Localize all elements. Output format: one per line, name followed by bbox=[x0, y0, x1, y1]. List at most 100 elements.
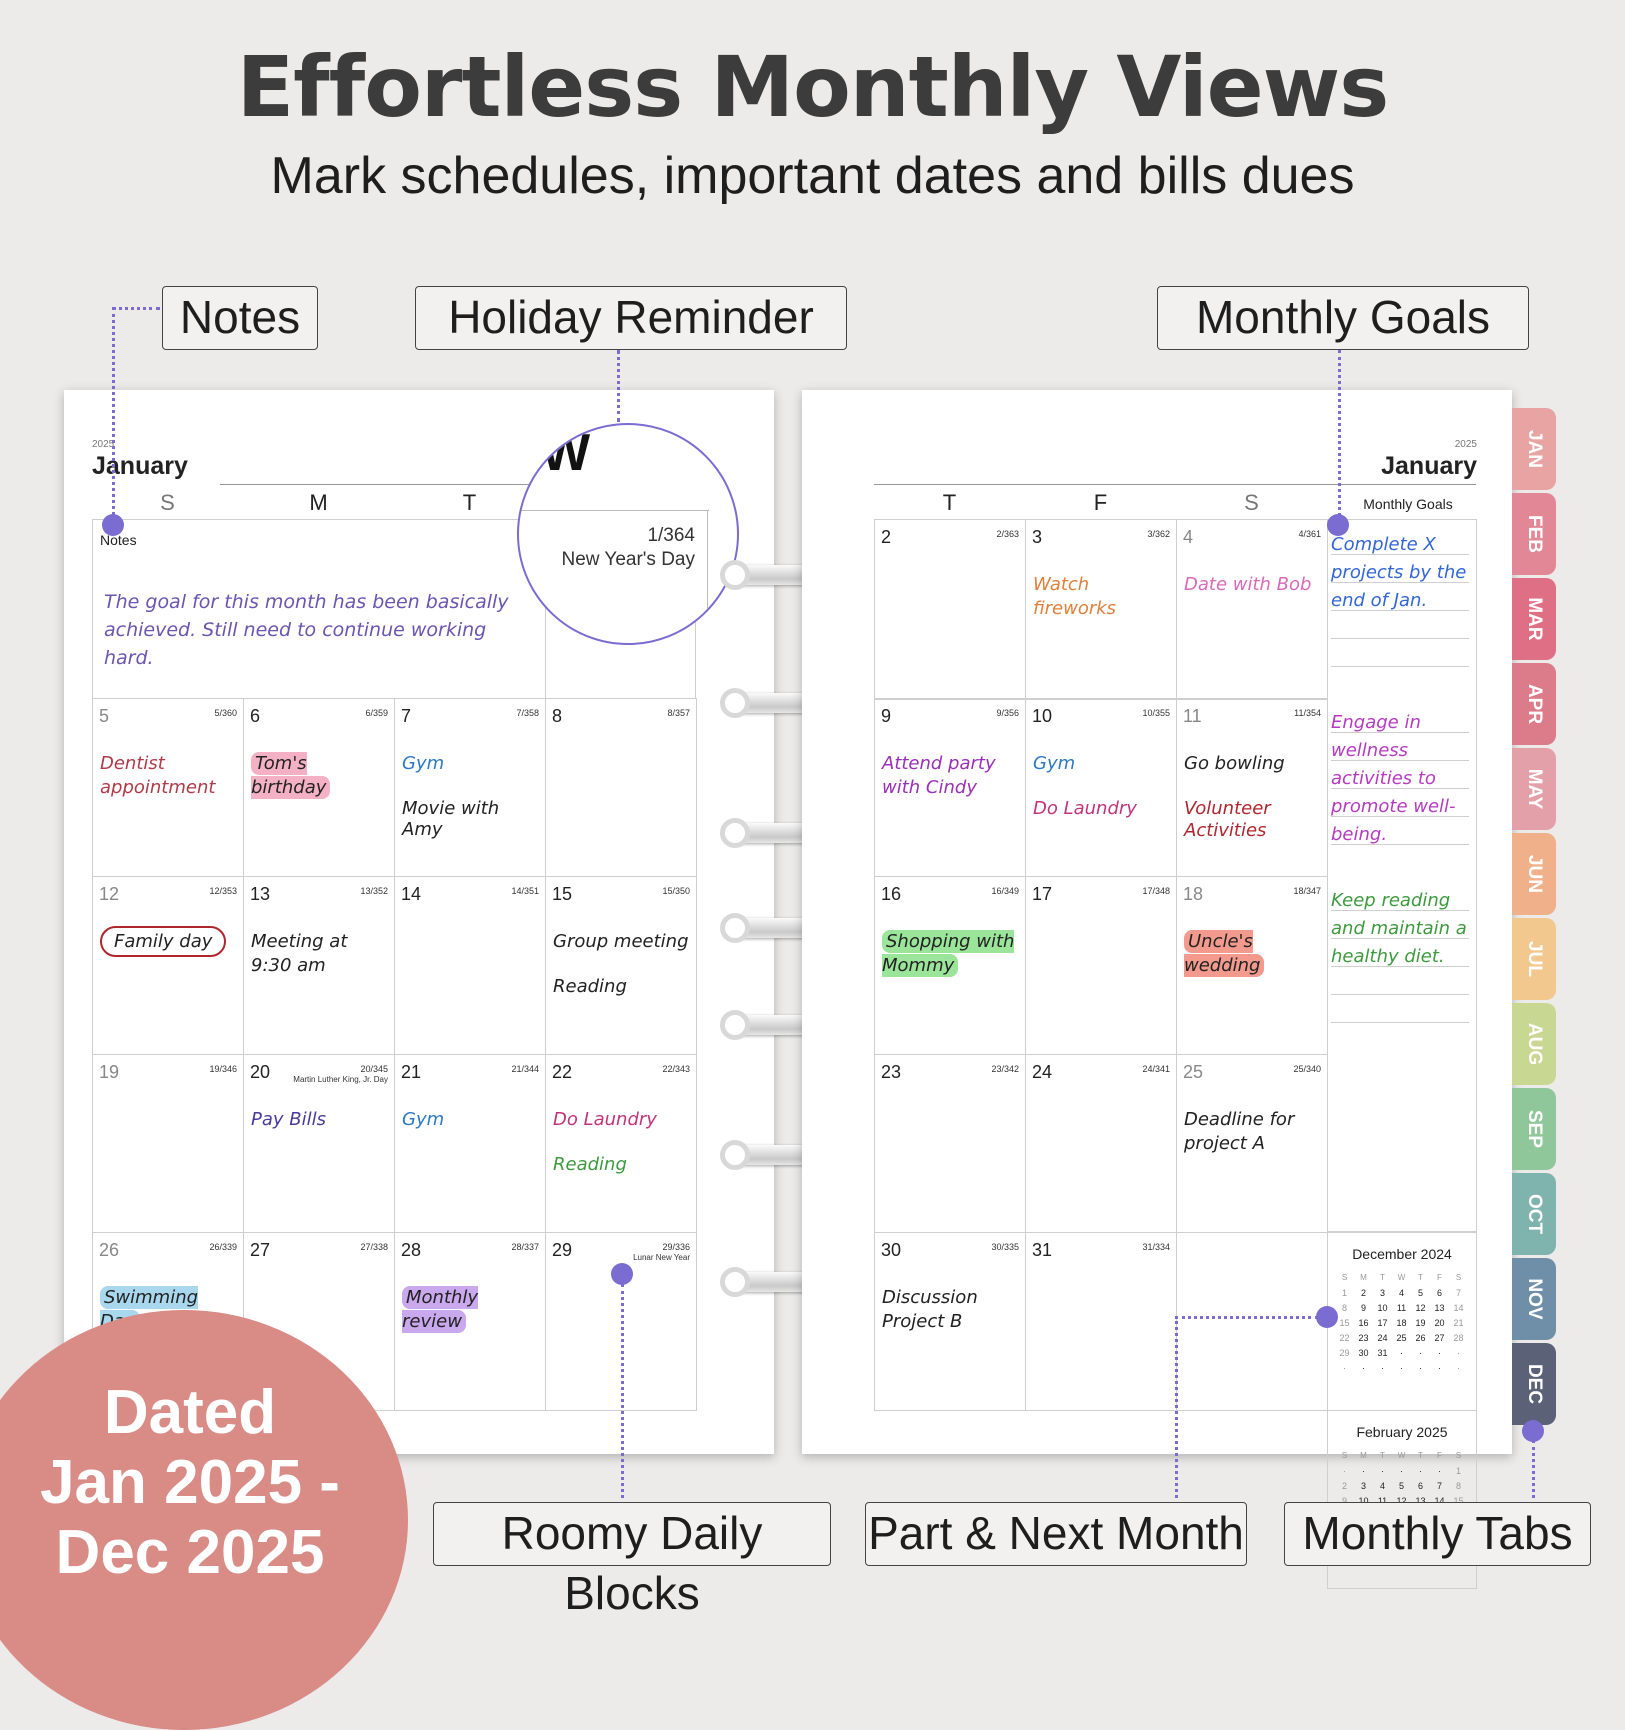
mini-day[interactable]: · bbox=[1438, 1465, 1441, 1476]
mini-day[interactable]: 19 bbox=[1415, 1317, 1426, 1328]
mini-day[interactable]: · bbox=[1419, 1347, 1422, 1358]
mini-day[interactable]: 27 bbox=[1434, 1332, 1445, 1343]
mini-day[interactable]: 30 bbox=[1358, 1347, 1369, 1358]
mini-day[interactable]: 3 bbox=[1379, 1287, 1385, 1298]
mini-day[interactable]: 7 bbox=[1455, 1287, 1461, 1298]
mini-day[interactable]: 4 bbox=[1379, 1480, 1385, 1491]
mini-day[interactable]: · bbox=[1381, 1362, 1384, 1373]
mini-day[interactable]: · bbox=[1362, 1362, 1365, 1373]
mini-day[interactable]: 23 bbox=[1358, 1332, 1369, 1343]
month-tab-nov[interactable]: NOV bbox=[1512, 1258, 1556, 1340]
mini-day[interactable]: 5 bbox=[1417, 1287, 1423, 1298]
mini-day[interactable]: 10 bbox=[1377, 1302, 1388, 1313]
mini-day[interactable]: · bbox=[1438, 1347, 1441, 1358]
mini-day[interactable]: · bbox=[1400, 1362, 1403, 1373]
mini-day[interactable]: · bbox=[1419, 1362, 1422, 1373]
entry-text: Attend party with Cindy bbox=[882, 753, 996, 798]
month-tab-jul[interactable]: JUL bbox=[1512, 918, 1556, 1000]
mini-day[interactable]: 11 bbox=[1377, 1495, 1388, 1506]
mini-day[interactable]: · bbox=[1362, 1465, 1365, 1476]
mini-day[interactable]: 3 bbox=[1360, 1480, 1366, 1491]
mini-day[interactable]: 26 bbox=[1415, 1332, 1426, 1343]
goal-text[interactable]: Keep reading and maintain a healthy diet… bbox=[1331, 890, 1467, 967]
mini-day[interactable]: 9 bbox=[1341, 1495, 1347, 1506]
mini-day[interactable]: 18 bbox=[1396, 1317, 1407, 1328]
mini-day[interactable]: · bbox=[1343, 1465, 1346, 1476]
right-month-title: January bbox=[1381, 452, 1477, 480]
mini-day[interactable]: 1 bbox=[1341, 1287, 1347, 1298]
day-entry-2: Reading bbox=[553, 976, 627, 997]
mini-day[interactable]: 4 bbox=[1398, 1287, 1404, 1298]
day-number: 18 bbox=[1183, 884, 1204, 904]
mini-day[interactable]: 21 bbox=[1453, 1317, 1464, 1328]
mini-day[interactable]: 6 bbox=[1436, 1287, 1442, 1298]
mini-day[interactable]: 12 bbox=[1415, 1302, 1426, 1313]
mini-day[interactable]: 10 bbox=[1358, 1495, 1369, 1506]
mini-day[interactable]: 22 bbox=[1339, 1332, 1350, 1343]
day-cell[interactable] bbox=[1176, 1232, 1328, 1411]
day-count: 9/356 bbox=[996, 708, 1019, 718]
month-tab-aug[interactable]: AUG bbox=[1512, 1003, 1556, 1085]
mini-day[interactable]: 2 bbox=[1341, 1480, 1347, 1491]
mini-day[interactable]: · bbox=[1400, 1465, 1403, 1476]
day-cell[interactable] bbox=[1176, 519, 1328, 700]
mini-day[interactable]: 11 bbox=[1396, 1302, 1407, 1313]
goals-column[interactable] bbox=[1327, 519, 1477, 1232]
mini-day[interactable]: 6 bbox=[1417, 1480, 1423, 1491]
mini-day[interactable]: 8 bbox=[1455, 1480, 1461, 1491]
goal-text[interactable]: Complete X projects by the end of Jan. bbox=[1331, 534, 1467, 611]
mini-head: S bbox=[1341, 1451, 1348, 1460]
mini-day[interactable]: 5 bbox=[1398, 1480, 1404, 1491]
mini-day[interactable]: 9 bbox=[1360, 1302, 1366, 1313]
goal-text[interactable]: Engage in wellness activities to promote… bbox=[1331, 712, 1456, 845]
day-number: 27 bbox=[250, 1240, 271, 1260]
month-tab-mar[interactable]: MAR bbox=[1512, 578, 1556, 660]
mini-day[interactable]: 31 bbox=[1377, 1347, 1388, 1358]
day-entry: Date with Bob bbox=[1184, 573, 1323, 597]
mini-day[interactable]: 14 bbox=[1453, 1302, 1464, 1313]
mini-day[interactable]: · bbox=[1457, 1362, 1460, 1373]
month-tab-feb[interactable]: FEB bbox=[1512, 493, 1556, 575]
month-tab-dec[interactable]: DEC bbox=[1512, 1343, 1556, 1425]
month-tab-sep[interactable]: SEP bbox=[1512, 1088, 1556, 1170]
mini-day[interactable]: 24 bbox=[1377, 1332, 1388, 1343]
month-tab-may[interactable]: MAY bbox=[1512, 748, 1556, 830]
mini-day[interactable]: 15 bbox=[1453, 1495, 1464, 1506]
mini-day[interactable]: 28 bbox=[1453, 1332, 1464, 1343]
day-cell[interactable] bbox=[874, 519, 1026, 700]
month-tab-apr[interactable]: APR bbox=[1512, 663, 1556, 745]
mini-day[interactable]: · bbox=[1381, 1465, 1384, 1476]
mini-day[interactable]: 17 bbox=[1377, 1317, 1388, 1328]
mini-day[interactable]: · bbox=[1438, 1362, 1441, 1373]
right-year: 2025 bbox=[1454, 439, 1477, 450]
month-tab-oct[interactable]: OCT bbox=[1512, 1173, 1556, 1255]
mini-day[interactable]: 12 bbox=[1396, 1495, 1407, 1506]
mini-day[interactable]: 20 bbox=[1434, 1317, 1445, 1328]
day-cell[interactable] bbox=[545, 698, 697, 877]
mini-day[interactable]: 16 bbox=[1358, 1317, 1369, 1328]
entry-text: Monthly review bbox=[402, 1286, 479, 1333]
mini-day[interactable]: 15 bbox=[1339, 1317, 1350, 1328]
month-tab-jun[interactable]: JUN bbox=[1512, 833, 1556, 915]
part-next-pin bbox=[1316, 1306, 1338, 1328]
day-count: 30/335 bbox=[991, 1242, 1019, 1252]
mini-day[interactable]: 7 bbox=[1436, 1480, 1442, 1491]
mini-day[interactable]: 8 bbox=[1341, 1302, 1347, 1313]
day-cell[interactable] bbox=[394, 698, 546, 877]
ring-hole bbox=[720, 913, 750, 943]
day-count: 23/342 bbox=[991, 1064, 1019, 1074]
mini-day[interactable]: · bbox=[1457, 1347, 1460, 1358]
mini-day[interactable]: 13 bbox=[1415, 1495, 1426, 1506]
mini-day[interactable]: 13 bbox=[1434, 1302, 1445, 1313]
mini-day[interactable]: 2 bbox=[1360, 1287, 1366, 1298]
month-tab-jan[interactable]: JAN bbox=[1512, 408, 1556, 490]
day-count: 16/349 bbox=[991, 886, 1019, 896]
day-number: 16 bbox=[881, 884, 902, 904]
mini-day[interactable]: · bbox=[1419, 1465, 1422, 1476]
mini-day[interactable]: 25 bbox=[1396, 1332, 1407, 1343]
mini-day[interactable]: · bbox=[1400, 1347, 1403, 1358]
mini-day[interactable]: · bbox=[1343, 1362, 1346, 1373]
mini-day[interactable]: 29 bbox=[1339, 1347, 1350, 1358]
mini-day[interactable]: 1 bbox=[1455, 1465, 1461, 1476]
mini-day[interactable]: 14 bbox=[1434, 1495, 1445, 1506]
